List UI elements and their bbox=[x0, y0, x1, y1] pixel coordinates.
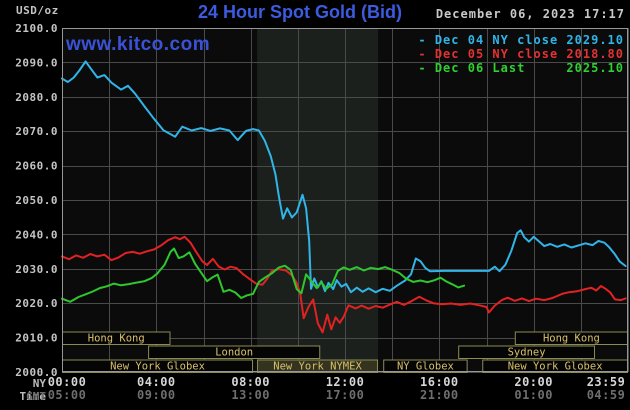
kitco-watermark-link[interactable]: www.kitco.com bbox=[66, 34, 211, 55]
legend-dec06: - Dec 06 Last 2025.10 bbox=[418, 61, 624, 75]
y-tick-label: 2060.0 bbox=[15, 160, 58, 173]
gmt-tick: 01:00 bbox=[514, 388, 553, 402]
ny-time-tick: 08:00 bbox=[231, 375, 270, 389]
gmt-tick: 17:00 bbox=[326, 388, 365, 402]
datetime-stamp: December 06, 2023 17:17 bbox=[435, 7, 625, 21]
y-axis-labels: 2100.0 2090.0 2080.0 2070.0 2060.0 2050.0 2040… bbox=[15, 22, 58, 379]
gmt-tick: 21:00 bbox=[420, 388, 459, 402]
session-label: NY Globex bbox=[397, 361, 454, 373]
plot-frame bbox=[62, 28, 628, 372]
y-tick-label: 2040.0 bbox=[15, 228, 58, 241]
session-label: New York NYMEX bbox=[273, 361, 362, 373]
ny-time-tick: 04:00 bbox=[137, 375, 176, 389]
session-label: Hong Kong bbox=[543, 333, 600, 345]
y-tick-label: 2080.0 bbox=[15, 91, 58, 104]
unit-label: USD/oz bbox=[16, 4, 59, 17]
y-tick-label: 2020.0 bbox=[15, 297, 58, 310]
y-tick-label: 2070.0 bbox=[15, 125, 58, 138]
session-bar bbox=[458, 345, 595, 359]
gmt-tick: 13:00 bbox=[231, 388, 270, 402]
y-tick-label: 2050.0 bbox=[15, 194, 58, 207]
ny-time-tick: 23:59 bbox=[587, 375, 626, 389]
session-bar bbox=[148, 345, 321, 359]
market-session-bars: Hong Kong Hong Kong London Sydney New York G… bbox=[62, 331, 628, 373]
gmt-tick: 09:00 bbox=[137, 388, 176, 402]
session-bar bbox=[257, 359, 379, 373]
legend: - Dec 04 NY close 2029.10 - Dec 05 NY cl… bbox=[418, 33, 624, 75]
y-tick-label: 2010.0 bbox=[15, 332, 58, 345]
ny-time-axis-label: NY Time bbox=[19, 377, 47, 403]
session-label: New York Globex bbox=[110, 361, 205, 373]
y-tick-label: 2100.0 bbox=[15, 22, 58, 35]
legend-dec04: - Dec 04 NY close 2029.10 bbox=[418, 33, 624, 47]
ny-time-tick: 20:00 bbox=[514, 375, 553, 389]
gmt-tick: 04:59 bbox=[587, 388, 626, 402]
series-dec-05 bbox=[61, 235, 627, 334]
session-label: New York Globex bbox=[508, 361, 603, 373]
ny-time-tick: 00:00 bbox=[48, 375, 87, 389]
session-label: Hong Kong bbox=[88, 333, 145, 345]
gmt-tick: 05:00 bbox=[48, 388, 87, 402]
legend-dec05: - Dec 05 NY close 2018.80 bbox=[418, 47, 624, 61]
y-tick-label: 2000.0 bbox=[15, 366, 58, 379]
series-dec-06 bbox=[61, 247, 466, 303]
session-label: Sydney bbox=[508, 347, 546, 359]
series-dec-04 bbox=[61, 60, 627, 294]
gmt-axis-label: GMT bbox=[26, 390, 46, 403]
ny-time-tick: 12:00 bbox=[326, 375, 365, 389]
ny-time-tick: 16:00 bbox=[420, 375, 459, 389]
y-tick-label: 2090.0 bbox=[15, 56, 58, 69]
session-bar bbox=[383, 359, 468, 373]
chart-title: 24 Hour Spot Gold (Bid) bbox=[198, 2, 402, 22]
session-label: London bbox=[215, 347, 253, 359]
y-tick-label: 2030.0 bbox=[15, 263, 58, 276]
gridlines bbox=[62, 28, 629, 373]
